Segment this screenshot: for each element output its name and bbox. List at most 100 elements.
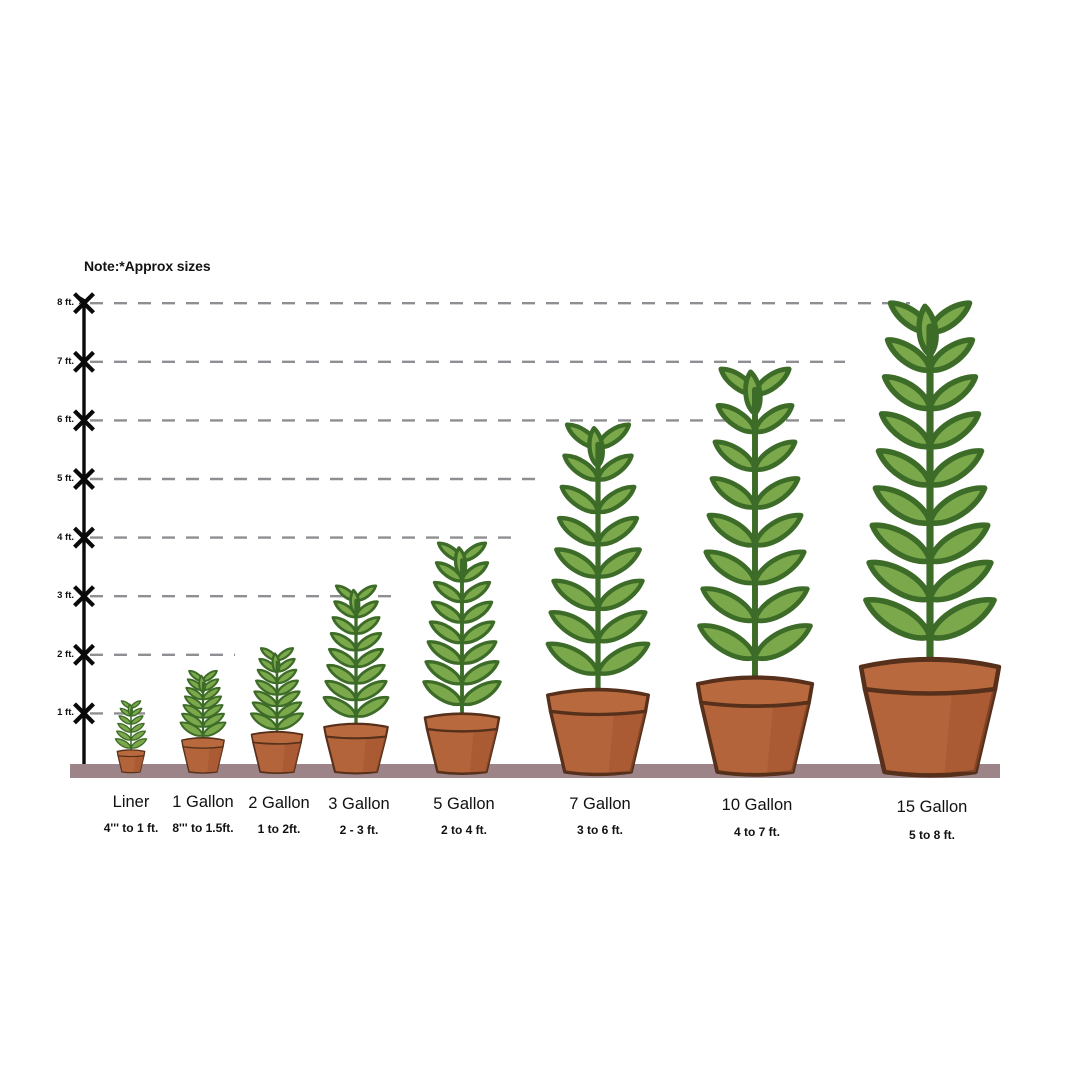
leaf	[182, 704, 204, 719]
leaf	[130, 700, 142, 709]
leaf	[275, 690, 301, 708]
axis-label-3ft: 3 ft.	[57, 590, 74, 602]
leaf	[249, 712, 279, 731]
pot-shading	[282, 742, 301, 772]
axis-tick-7ft	[73, 350, 95, 373]
leaf	[329, 632, 358, 652]
container-label-gallon-10: 10 Gallon	[721, 796, 793, 814]
leaf	[275, 712, 305, 731]
axis-label-1ft: 1 ft.	[57, 707, 74, 719]
container-label-gallon-15: 15 Gallon	[896, 798, 968, 816]
leaf	[715, 403, 758, 435]
approx-sizes-note: Note:*Approx sizes	[84, 258, 211, 274]
leaf	[275, 647, 295, 662]
leaf	[927, 448, 985, 488]
leaf	[562, 453, 601, 482]
leaf	[927, 374, 979, 412]
pot-opening	[325, 723, 387, 728]
axis-tick-8ft	[73, 292, 95, 315]
leaf	[554, 547, 601, 579]
pot-gallon-7	[545, 687, 651, 777]
leaf	[595, 547, 642, 579]
leaf	[559, 484, 601, 514]
leaf	[595, 641, 651, 676]
leaf	[422, 680, 464, 707]
size-range-gallon-10: 4 to 7 ft.	[733, 825, 781, 839]
leaf	[752, 512, 804, 548]
leaf	[595, 453, 634, 482]
pot-gallon-2	[250, 730, 304, 775]
leaf	[202, 686, 221, 701]
size-range-liner: 4''' to 1 ft.	[103, 821, 159, 835]
leaf	[202, 695, 223, 710]
pot-shading	[608, 711, 646, 772]
size-range-gallon-7: 3 to 6 ft.	[576, 823, 624, 837]
leaf	[460, 600, 494, 624]
leaf	[115, 730, 132, 741]
leaf	[253, 690, 279, 708]
leaf	[430, 600, 464, 624]
plant-gallon-2	[249, 647, 305, 775]
plant-gallon-5	[422, 541, 502, 775]
axis-label-4ft: 4 ft.	[57, 531, 74, 543]
leaf	[179, 721, 204, 737]
leaf	[866, 559, 933, 603]
leaf	[275, 679, 300, 696]
pot-shading	[767, 702, 809, 772]
pot-opening	[699, 676, 811, 685]
leaf	[354, 647, 385, 669]
foliage-gallon-1	[179, 669, 227, 744]
leaf	[460, 660, 500, 686]
guide-lines	[90, 302, 910, 715]
leaf	[326, 663, 358, 685]
leaf	[428, 620, 464, 645]
pot-liner	[116, 749, 146, 774]
pot-gallon-5	[423, 712, 501, 775]
axis-label-8ft: 8 ft.	[57, 297, 74, 309]
leaf	[548, 610, 601, 644]
size-range-gallon-1: 8''' to 1.5ft.	[172, 821, 234, 835]
plant-gallon-15	[858, 300, 1002, 778]
leaf	[256, 668, 279, 685]
container-label-gallon-1: 1 Gallon	[172, 793, 234, 811]
leaf	[752, 549, 807, 586]
leaf	[426, 640, 464, 665]
leaf	[884, 337, 933, 373]
leaf	[432, 580, 464, 604]
leaf	[595, 422, 632, 450]
leaf	[327, 647, 358, 669]
leaf	[181, 712, 204, 728]
pot-gallon-10	[695, 675, 815, 777]
leaf	[117, 722, 132, 733]
leaf	[354, 584, 378, 602]
axis-label-2ft: 2 ft.	[57, 648, 74, 660]
leaf	[460, 561, 490, 583]
pot-opening	[182, 737, 224, 741]
leaf	[878, 411, 933, 450]
leaf	[752, 476, 801, 510]
plant-liner	[114, 700, 148, 774]
leaf	[863, 597, 933, 641]
pot-shading	[944, 689, 995, 772]
leaf	[354, 663, 386, 685]
foliage-gallon-7	[545, 422, 651, 703]
leaf	[752, 403, 795, 435]
foliage-gallon-3	[322, 584, 390, 732]
leaf	[703, 549, 758, 586]
leaf	[595, 578, 645, 612]
pot-gallon-1	[181, 737, 225, 774]
leaf	[872, 485, 933, 526]
leaf	[752, 586, 810, 624]
leaf	[556, 515, 601, 547]
leaf	[595, 515, 640, 547]
plants-layer	[114, 300, 1002, 778]
leaf	[130, 730, 147, 741]
leaf	[595, 484, 637, 514]
leaf	[881, 374, 933, 412]
size-range-gallon-5: 2 to 4 ft.	[440, 823, 488, 837]
leaf	[460, 640, 498, 665]
leaf	[251, 701, 279, 719]
leaf	[869, 522, 933, 565]
pot-opening	[426, 712, 498, 719]
